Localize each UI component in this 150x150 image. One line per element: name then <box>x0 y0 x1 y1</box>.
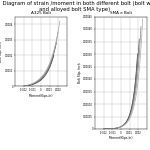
Y-axis label: Bolt Slip, Inch: Bolt Slip, Inch <box>78 62 82 83</box>
Title: SMA e Bolt: SMA e Bolt <box>110 11 132 15</box>
Y-axis label: Bolt Slip, Inch: Bolt Slip, Inch <box>0 41 3 62</box>
Text: and alloyed bolt SMA type): and alloyed bolt SMA type) <box>39 7 111 12</box>
X-axis label: Moment(Kips-In): Moment(Kips-In) <box>109 136 133 140</box>
Text: Figure8.  Diagram of strain /moment in both different bolt (bolt with steel: Figure8. Diagram of strain /moment in bo… <box>0 1 150 6</box>
Title: A325 Bolt: A325 Bolt <box>31 11 51 15</box>
X-axis label: Moment(Kips-In): Moment(Kips-In) <box>29 94 53 98</box>
